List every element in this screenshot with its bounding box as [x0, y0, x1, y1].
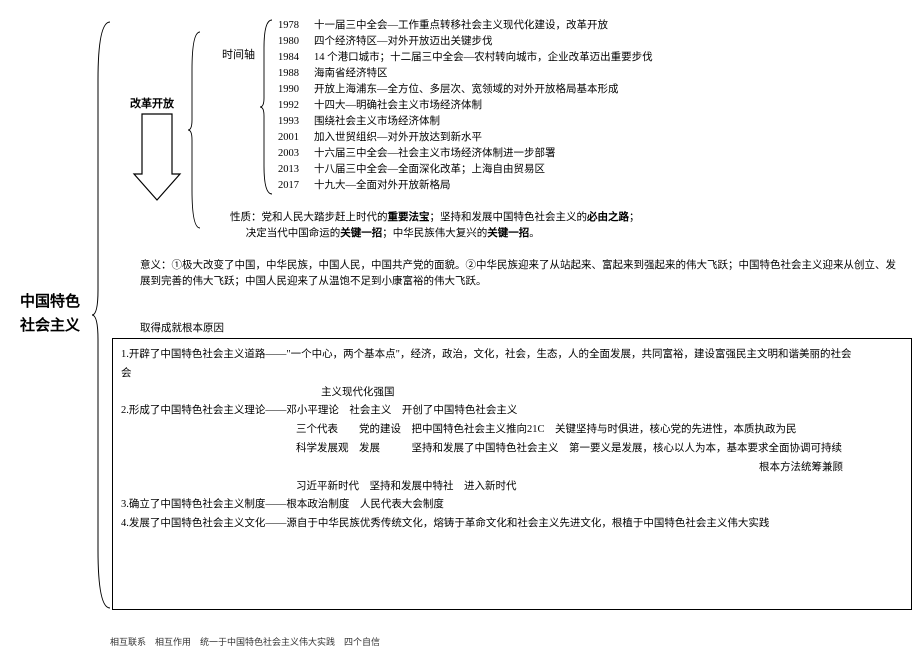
timeline-year: 1980 [278, 36, 314, 49]
timeline-item: 2013十八届三中全会—全面深化改革；上海自由贸易区 [278, 164, 545, 177]
box-p1: 1.开辟了中国特色社会主义道路——"一个中心，两个基本点"，经济，政治，文化，社… [121, 347, 903, 364]
arrow-down-icon [132, 112, 182, 202]
timeline-brace [260, 18, 274, 196]
box-p4: 4.发展了中国特色社会主义文化——源自于中华民族优秀传统文化，熔铸于革命文化和社… [121, 516, 903, 533]
timeline-text: 14 个港口城市；十二届三中全会—农村转向城市，企业改革迈出重要步伐 [314, 52, 653, 63]
reason-label: 取得成就根本原因 [140, 320, 224, 335]
timeline-item: 1992十四大—明确社会主义市场经济体制 [278, 100, 482, 113]
timeline-text: 十六届三中全会—社会主义市场经济体制进一步部署 [314, 148, 556, 159]
timeline-text: 海南省经济特区 [314, 68, 388, 79]
box-p3: 3.确立了中国特色社会主义制度——根本政治制度 人民代表大会制度 [121, 497, 903, 514]
nature-mid1: ；坚持和发展中国特色社会主义的 [430, 212, 588, 223]
nature-prefix: 性质：党和人民大踏步赶上时代的 [230, 212, 388, 223]
timeline-year: 2003 [278, 148, 314, 161]
box-p1b-text: 主义现代化强国 [321, 387, 395, 398]
box-p1b: 会 [121, 366, 903, 383]
timeline-year: 2017 [278, 180, 314, 193]
timeline-text: 十八届三中全会—全面深化改革；上海自由贸易区 [314, 164, 545, 175]
timeline-label-text: 时间轴 [222, 49, 255, 61]
nature-mid2: ； [629, 212, 640, 223]
timeline-year: 2001 [278, 132, 314, 145]
timeline-year: 1990 [278, 84, 314, 97]
timeline-text: 十四大—明确社会主义市场经济体制 [314, 100, 482, 111]
section-reform-label: 改革开放 [130, 95, 174, 111]
timeline-item: 1993围绕社会主义市场经济体制 [278, 116, 440, 129]
nature-suffix: 。 [529, 228, 540, 239]
timeline-year: 2013 [278, 164, 314, 177]
timeline-text: 十一届三中全会—工作重点转移社会主义现代化建设，改革开放 [314, 20, 608, 31]
box-p2b-text: 三个代表 党的建设 把中国特色社会主义推向21C 关键坚持与时俱进，核心党的先进… [296, 424, 797, 435]
timeline-item: 1988海南省经济特区 [278, 68, 388, 81]
box-p2e-text: 习近平新时代 坚持和发展中特社 进入新时代 [296, 481, 517, 492]
box-p2e: 习近平新时代 坚持和发展中特社 进入新时代 [121, 479, 903, 496]
reform-sub-brace [188, 30, 202, 230]
timeline-text: 围绕社会主义市场经济体制 [314, 116, 440, 127]
timeline-label: 时间轴 [222, 46, 255, 62]
box-p2c: 科学发展观 发展 坚持和发展了中国特色社会主义 第一要义是发展，核心以人为本，基… [121, 441, 903, 458]
timeline-year: 1978 [278, 20, 314, 33]
main-brace [92, 20, 112, 610]
box-p2b: 三个代表 党的建设 把中国特色社会主义推向21C 关键坚持与时俱进，核心党的先进… [121, 422, 903, 439]
footer-text: 相互联系 相互作用 统一于中国特色社会主义伟大实践 四个自信 [110, 637, 380, 647]
timeline-text: 十九大—全面对外开放新格局 [314, 180, 451, 191]
timeline-text: 四个经济特区—对外开放迈出关键步伐 [314, 36, 493, 47]
main-title: 中国特色 社会主义 [20, 290, 90, 338]
timeline-year: 1992 [278, 100, 314, 113]
nature-text: 性质：党和人民大踏步赶上时代的重要法宝；坚持和发展中国特色社会主义的必由之路； … [230, 210, 830, 242]
timeline-year: 1984 [278, 52, 314, 65]
timeline-year: 1993 [278, 116, 314, 129]
timeline-item: 2017十九大—全面对外开放新格局 [278, 180, 451, 193]
nature-l2-prefix: 决定当代中国命运的 [246, 228, 341, 239]
timeline-text: 开放上海浦东—全方位、多层次、宽领域的对外开放格局基本形成 [314, 84, 619, 95]
title-line-1: 中国特色 [20, 294, 80, 310]
timeline-item: 198414 个港口城市；十二届三中全会—农村转向城市，企业改革迈出重要步伐 [278, 52, 653, 65]
timeline-text: 加入世贸组织—对外开放达到新水平 [314, 132, 482, 143]
footer-cutoff: 相互联系 相互作用 统一于中国特色社会主义伟大实践 四个自信 [110, 635, 380, 648]
nature-b4: 关键一招 [487, 228, 529, 239]
nature-b2: 必由之路 [587, 212, 629, 223]
box-p2c-text: 科学发展观 发展 坚持和发展了中国特色社会主义 第一要义是发展，核心以人为本，基… [296, 443, 842, 454]
box-p2d: 根本方法统筹兼顾 [121, 460, 903, 477]
reform-text: 改革开放 [130, 98, 174, 110]
nature-b3: 关键一招 [340, 228, 382, 239]
box-p4-text: 4.发展了中国特色社会主义文化——源自于中华民族优秀传统文化，熔铸于革命文化和社… [121, 518, 769, 529]
title-line-2: 社会主义 [20, 318, 80, 334]
timeline-year: 1988 [278, 68, 314, 81]
reasons-box: 1.开辟了中国特色社会主义道路——"一个中心，两个基本点"，经济，政治，文化，社… [112, 338, 912, 610]
reason-label-text: 取得成就根本原因 [140, 323, 224, 334]
box-p3-text: 3.确立了中国特色社会主义制度——根本政治制度 人民代表大会制度 [121, 499, 444, 510]
timeline-item: 2001加入世贸组织—对外开放达到新水平 [278, 132, 482, 145]
nature-mid3: ；中华民族伟大复兴的 [382, 228, 487, 239]
meaning-text: 意义：①极大改变了中国，中华民族，中国人民，中国共产党的面貌。②中华民族迎来了从… [140, 258, 900, 290]
box-p1-text: 1.开辟了中国特色社会主义道路——"一个中心，两个基本点"，经济，政治，文化，社… [121, 349, 851, 360]
timeline-item: 1980四个经济特区—对外开放迈出关键步伐 [278, 36, 493, 49]
timeline-item: 1990开放上海浦东—全方位、多层次、宽领域的对外开放格局基本形成 [278, 84, 619, 97]
meaning-span: 意义：①极大改变了中国，中华民族，中国人民，中国共产党的面貌。②中华民族迎来了从… [140, 260, 896, 287]
box-p2d-text: 根本方法统筹兼顾 [759, 462, 843, 473]
box-p2-text: 2.形成了中国特色社会主义理论——邓小平理论 社会主义 开创了中国特色社会主义 [121, 405, 517, 416]
box-p2: 2.形成了中国特色社会主义理论——邓小平理论 社会主义 开创了中国特色社会主义 [121, 403, 903, 420]
nature-b1: 重要法宝 [388, 212, 430, 223]
box-p1c: 主义现代化强国 [121, 385, 903, 402]
timeline-item: 1978十一届三中全会—工作重点转移社会主义现代化建设，改革开放 [278, 20, 608, 33]
timeline-item: 2003十六届三中全会—社会主义市场经济体制进一步部署 [278, 148, 556, 161]
